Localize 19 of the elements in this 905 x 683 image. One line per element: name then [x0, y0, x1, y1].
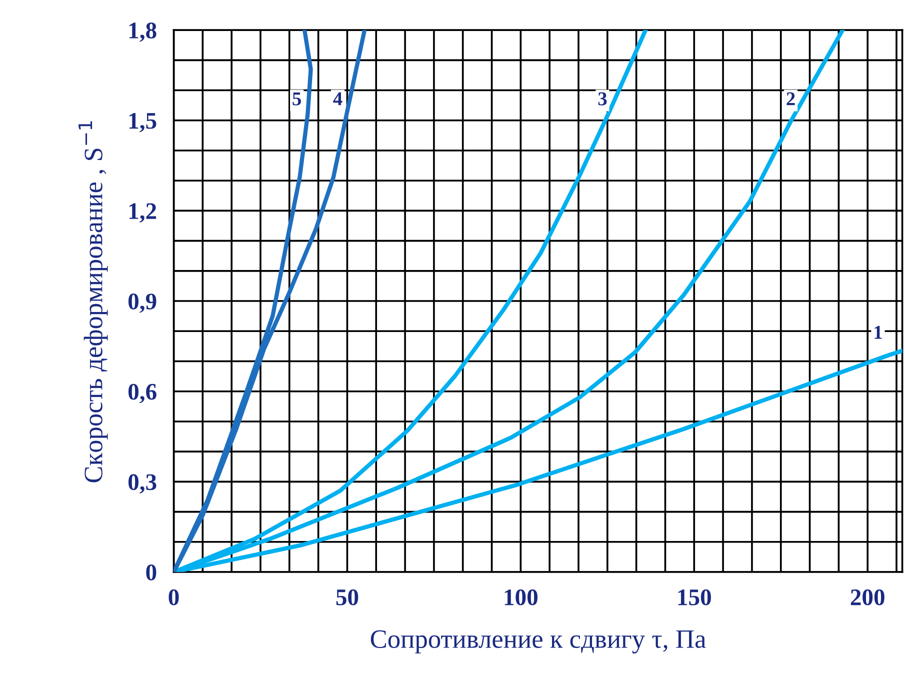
x-axis-title: Сопротивление к сдвигу τ, Па [370, 630, 706, 654]
y-tick-label: 0,3 [128, 474, 156, 494]
y-tick-label: 1,5 [129, 112, 156, 132]
series-label: 4 [333, 92, 342, 106]
series-label: 3 [598, 92, 607, 106]
series-label: 5 [292, 92, 301, 106]
y-axis-title: Скорость деформирование , S$^{−1}$ [78, 121, 108, 482]
series-label: 1 [874, 326, 882, 339]
x-tick-label: 150 [678, 589, 711, 606]
x-tick-label: 200 [850, 589, 884, 606]
y-tick-label: 0,6 [128, 384, 156, 404]
series-label: 2 [786, 92, 795, 106]
y-tick-label: 0 [146, 564, 156, 580]
x-tick-label: 50 [336, 589, 358, 606]
y-tick-label: 0,9 [128, 294, 156, 313]
y-tick-label: 1,8 [129, 22, 156, 42]
y-tick-label: 1,2 [129, 203, 156, 223]
x-tick-label: 0 [168, 589, 179, 606]
x-tick-label: 100 [504, 589, 538, 606]
